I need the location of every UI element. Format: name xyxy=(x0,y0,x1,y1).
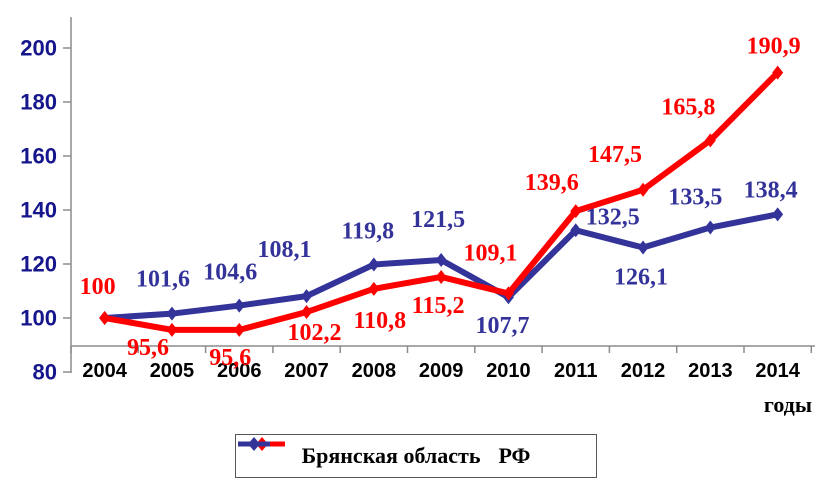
data-label: 147,5 xyxy=(588,142,642,168)
y-tick-label: 160 xyxy=(20,144,57,169)
data-label: 138,4 xyxy=(744,177,798,203)
data-point-marker xyxy=(772,65,784,80)
data-label: 100 xyxy=(80,274,116,300)
data-label: 95,6 xyxy=(209,345,251,371)
data-label: 139,6 xyxy=(525,170,579,196)
data-label: 165,8 xyxy=(661,94,715,120)
x-tick-label: 2009 xyxy=(419,360,464,382)
data-label: 119,8 xyxy=(342,219,395,245)
data-point-marker xyxy=(368,257,380,272)
legend: Брянская область РФ xyxy=(235,434,597,478)
data-point-marker xyxy=(301,305,313,320)
data-label: 107,7 xyxy=(475,313,529,339)
x-tick-label: 2004 xyxy=(82,360,127,382)
blue-line-marker-icon xyxy=(238,437,270,451)
y-tick-label: 200 xyxy=(20,36,57,61)
data-label: 115,2 xyxy=(412,293,465,319)
x-tick-label: 2014 xyxy=(755,360,800,382)
y-tick-label: 180 xyxy=(20,90,57,115)
data-point-marker xyxy=(704,133,716,148)
data-point-marker xyxy=(435,269,447,284)
data-label: 109,1 xyxy=(463,240,517,266)
data-point-marker xyxy=(301,289,313,304)
data-point-marker xyxy=(166,306,178,321)
x-axis-title: годы xyxy=(764,392,812,417)
x-tick-label: 2011 xyxy=(554,360,597,382)
data-label: 104,6 xyxy=(203,260,257,286)
data-point-marker xyxy=(166,322,178,337)
data-label: 133,5 xyxy=(668,185,722,211)
y-tick-label: 120 xyxy=(20,252,57,277)
data-label: 190,9 xyxy=(747,34,801,60)
legend-item-bryansk-oblast: Брянская область xyxy=(239,437,481,469)
data-label: 126,1 xyxy=(614,265,668,291)
y-tick-label: 140 xyxy=(20,198,57,223)
data-label: 121,5 xyxy=(411,207,465,233)
data-point-marker xyxy=(435,252,447,267)
x-tick-label: 2010 xyxy=(486,360,531,382)
legend-label-rf: РФ xyxy=(498,443,531,468)
data-label: 102,2 xyxy=(288,320,342,346)
legend-key-diamond xyxy=(248,437,260,451)
data-label: 95,6 xyxy=(127,335,169,361)
data-point-marker xyxy=(570,223,582,238)
data-label: 101,6 xyxy=(136,267,190,293)
data-point-marker xyxy=(502,286,514,301)
legend-item-rf: РФ xyxy=(238,437,531,469)
x-tick-label: 2008 xyxy=(352,360,397,382)
x-tick-label: 2012 xyxy=(621,360,666,382)
data-point-marker xyxy=(99,311,111,325)
data-label: 132,5 xyxy=(586,204,640,230)
data-point-marker xyxy=(637,182,649,197)
data-point-marker xyxy=(368,281,380,296)
data-label: 110,8 xyxy=(354,308,407,334)
data-point-marker xyxy=(233,298,245,313)
y-tick-label: 80 xyxy=(33,360,57,385)
x-tick-label: 2006 xyxy=(217,360,262,382)
data-point-marker xyxy=(772,207,784,222)
data-label: 108,1 xyxy=(258,237,312,263)
data-point-marker xyxy=(637,240,649,255)
x-tick-label: 2005 xyxy=(150,360,195,382)
data-point-marker xyxy=(704,220,716,235)
x-tick-label: 2007 xyxy=(284,360,329,382)
x-tick-label: 2013 xyxy=(688,360,733,382)
data-point-marker xyxy=(233,322,245,337)
legend-label-bryansk: Брянская область xyxy=(301,443,481,468)
y-tick-label: 100 xyxy=(20,306,57,331)
line-chart: годы 80 100 120 140 160 180 200 2004 2005 2006 200… xyxy=(20,17,815,417)
data-point-marker xyxy=(570,204,582,219)
